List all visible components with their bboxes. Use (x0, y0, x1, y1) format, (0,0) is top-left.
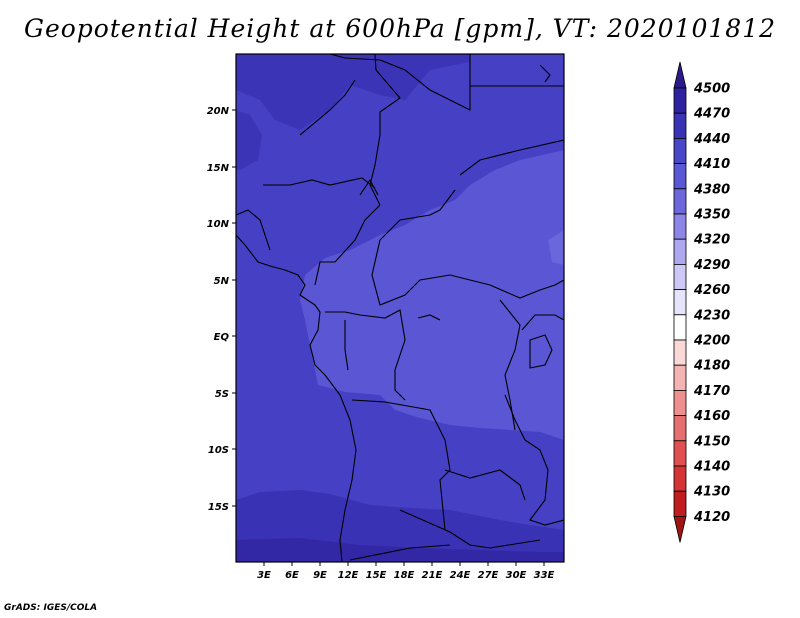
lon-label: 3E (257, 570, 271, 581)
colorbar-level-label: 4440 (693, 132, 730, 147)
colorbar-level-label: 4130 (693, 485, 730, 500)
lon-label: 33E (534, 570, 555, 581)
colorbar-level-label: 4120 (693, 510, 730, 525)
field-4440-west (236, 110, 262, 170)
colorbar-level-label: 4170 (693, 384, 730, 399)
lon-label: 21E (422, 570, 443, 581)
longitude-axis: 3E 6E 9E 12E 15E 18E 21E 24E 27E 30E 33E (257, 562, 555, 581)
lon-label: 12E (338, 570, 359, 581)
colorbar-level-label: 4500 (693, 82, 730, 97)
field-4350-east (548, 230, 564, 265)
grads-credit: GrADS: IGES/COLA (4, 603, 98, 613)
field-4440-north (236, 54, 470, 130)
colorbar-level-label: 4380 (693, 182, 730, 197)
lon-label: 6E (285, 570, 299, 581)
colorbar-bottom-arrow (673, 516, 687, 543)
lat-label: 15N (207, 163, 230, 174)
colorbar-level-label: 4290 (693, 258, 730, 273)
lat-label: 10N (207, 219, 230, 230)
lat-label: 5S (215, 389, 229, 400)
colorbar-segment (673, 364, 687, 391)
coastlines (236, 54, 564, 562)
colorbar-level-label: 4350 (693, 208, 730, 223)
colorbar-top-arrow (673, 61, 687, 89)
colorbar-segment (673, 490, 687, 517)
lon-label: 30E (506, 570, 527, 581)
colorbar-level-label: 4470 (693, 107, 730, 122)
colorbar-level-label: 4410 (693, 157, 730, 172)
colorbar-level-label: 4150 (693, 434, 730, 449)
field-4380-central (300, 150, 564, 440)
colorbar: 4500 4470 4440 4410 4380 4350 4320 4290 4260 4230… (673, 61, 730, 543)
height-field (236, 54, 564, 562)
colorbar-segment (673, 389, 687, 416)
lon-label: 27E (478, 570, 499, 581)
lat-label: EQ (214, 332, 230, 343)
colorbar-level-label: 4200 (693, 334, 730, 349)
colorbar-segment (673, 188, 687, 215)
map-title: Geopotential Height at 600hPa [gpm], VT:… (23, 14, 777, 43)
colorbar-level-label: 4160 (693, 409, 730, 424)
lon-label: 9E (313, 570, 327, 581)
lon-label: 15E (366, 570, 387, 581)
colorbar-segment (673, 314, 687, 341)
colorbar-segment (673, 339, 687, 366)
colorbar-segment (673, 137, 687, 164)
colorbar-segment (673, 112, 687, 139)
lat-label: 10S (208, 445, 229, 456)
colorbar-level-label: 4180 (693, 359, 730, 374)
colorbar-segment (673, 238, 687, 265)
colorbar-level-label: 4230 (693, 308, 730, 323)
colorbar-segment (673, 465, 687, 492)
lon-label: 18E (394, 570, 415, 581)
lat-label: 20N (207, 106, 230, 117)
colorbar-segment (673, 163, 687, 190)
colorbar-level-label: 4320 (693, 233, 730, 248)
colorbar-segment (673, 263, 687, 290)
lon-label: 24E (450, 570, 471, 581)
colorbar-level-label: 4140 (693, 460, 730, 475)
colorbar-segment (673, 87, 687, 114)
map-frame (235, 53, 565, 563)
lat-label: 15S (208, 502, 229, 513)
colorbar-segment (673, 440, 687, 467)
colorbar-segment (673, 415, 687, 442)
colorbar-segment (673, 289, 687, 316)
colorbar-segment (673, 213, 687, 240)
lat-label: 5N (214, 276, 230, 287)
latitude-axis: 20N 15N 10N 5N EQ 5S 10S 15S (207, 106, 236, 513)
colorbar-level-label: 4260 (693, 283, 730, 298)
